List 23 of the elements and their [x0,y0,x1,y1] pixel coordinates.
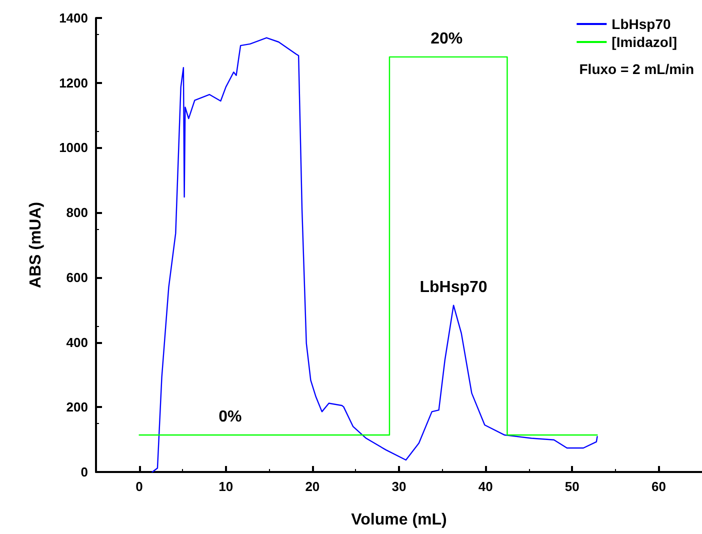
y-tick-label: 1000 [59,140,88,156]
x-axis-title: Volume (mL) [351,512,447,528]
annotation: 20% [430,30,463,48]
x-tick-label: 10 [218,479,234,494]
annotation: 0% [218,408,242,426]
x-tick-label: 60 [651,479,666,494]
legend-label: LbHsp70 [612,16,672,32]
y-tick-label: 1400 [59,10,88,26]
y-axis-title: ABS (mUA) [28,202,44,288]
x-tick-label: 50 [564,479,580,494]
legend-label: [Imidazol] [612,34,678,50]
annotation: LbHsp70 [420,278,488,296]
x-tick-label: 40 [478,479,493,494]
y-tick-label: 400 [66,334,88,350]
x-tick-label: 20 [305,479,320,494]
y-tick-label: 0 [80,464,88,480]
x-tick-label: 30 [392,479,406,494]
x-tick-label: 0 [136,479,143,494]
annotation: Fluxo = 2 mL/min [579,61,694,77]
y-tick-label: 200 [66,400,88,415]
y-tick-label: 800 [66,205,88,220]
y-tick-label: 600 [66,270,88,285]
y-tick-label: 1200 [59,75,88,90]
